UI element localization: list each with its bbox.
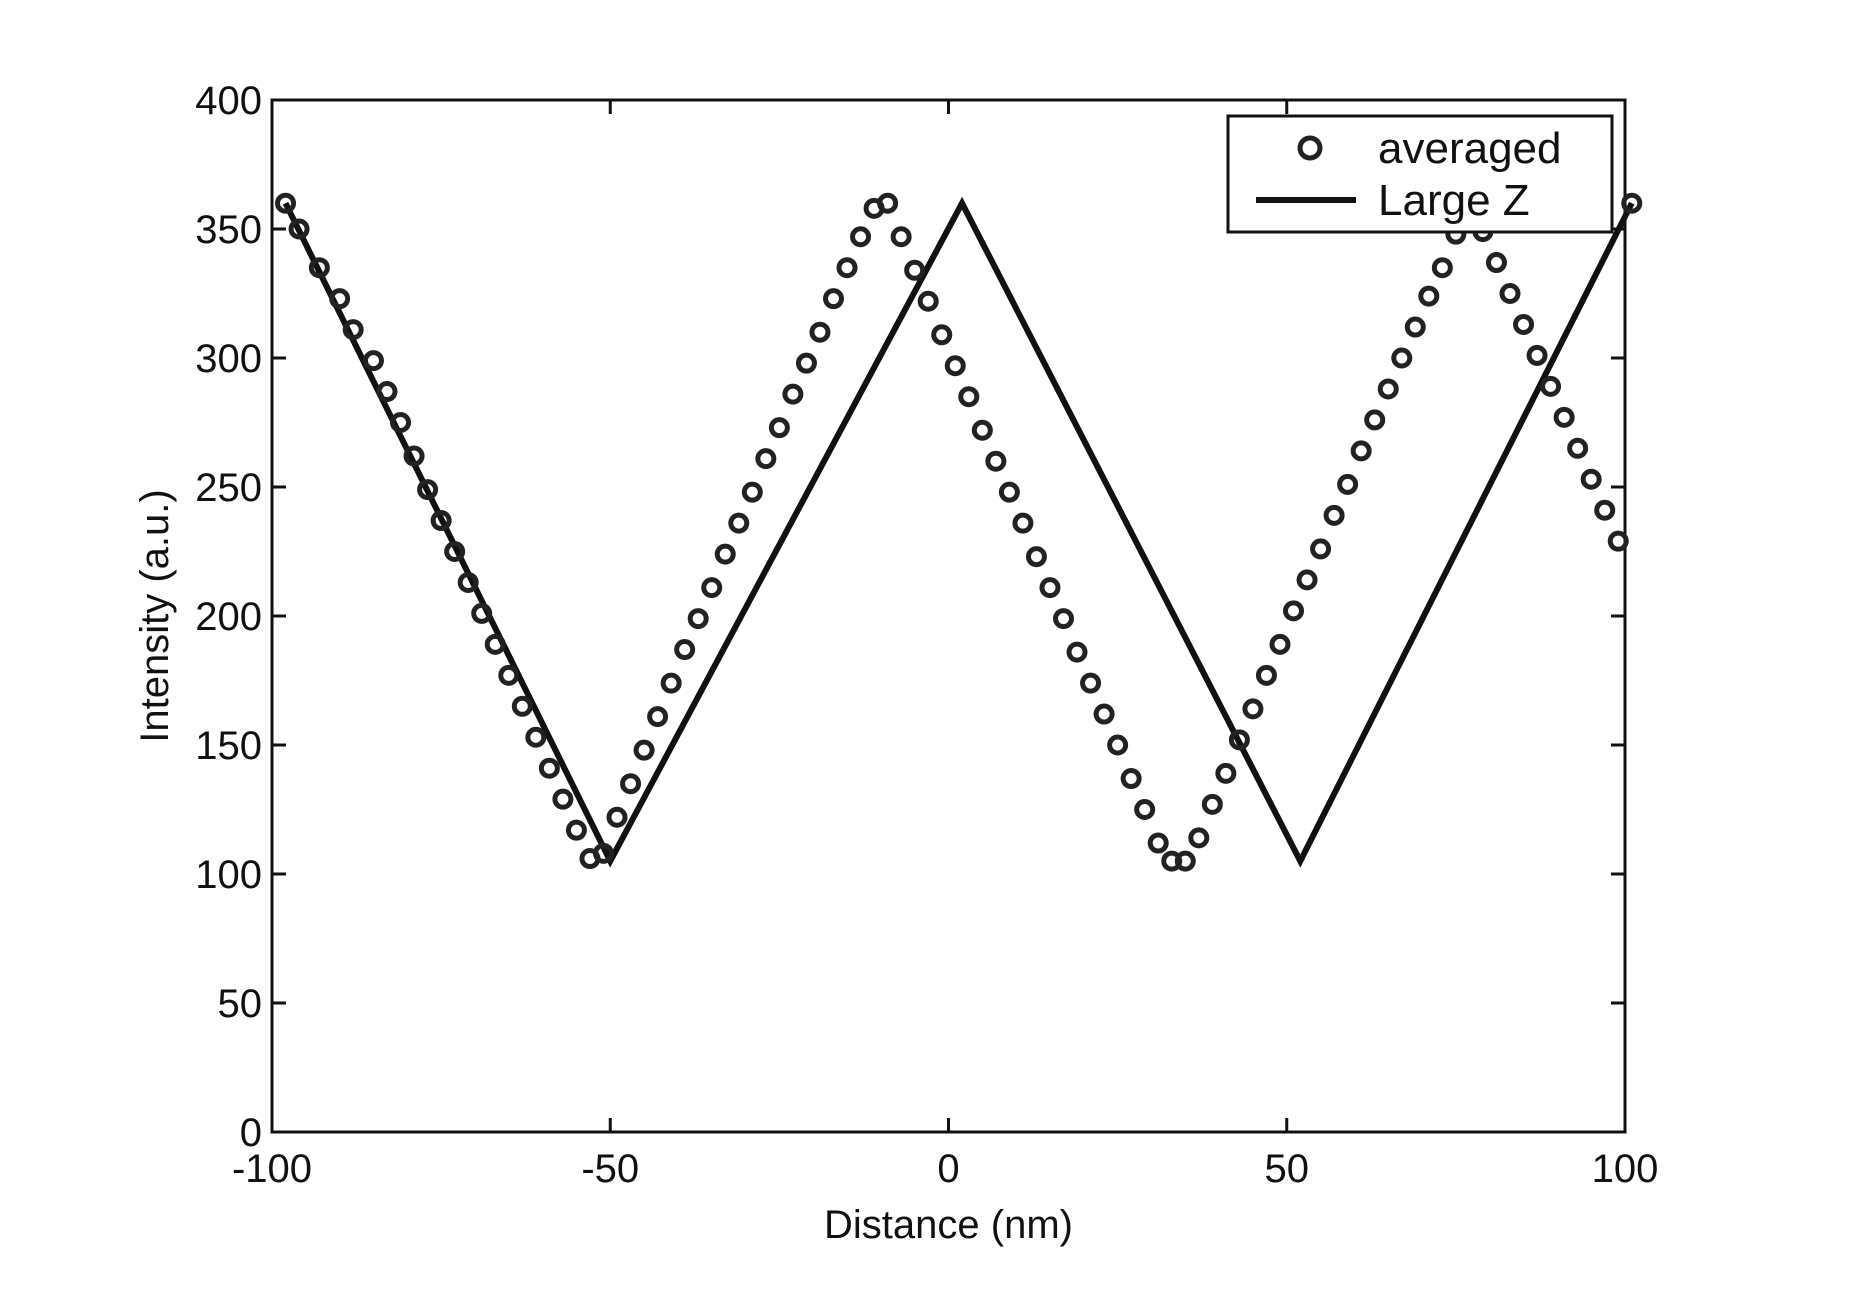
y-tick-label: 150 (195, 724, 262, 768)
y-tick-label: 200 (195, 595, 262, 639)
y-axis-title: Intensity (a.u.) (133, 489, 177, 742)
x-tick-label: 0 (937, 1147, 959, 1191)
y-tick-label: 400 (195, 79, 262, 123)
x-axis-title: Distance (nm) (824, 1203, 1073, 1247)
x-tick-label: 50 (1265, 1147, 1310, 1191)
legend: averaged Large Z (1228, 116, 1612, 232)
y-tick-label: 50 (218, 982, 263, 1026)
x-tick-label: 100 (1592, 1147, 1659, 1191)
x-tick-label: -50 (581, 1147, 639, 1191)
y-tick-label: 250 (195, 466, 262, 510)
y-tick-label: 100 (195, 853, 262, 897)
legend-label-averaged: averaged (1378, 124, 1561, 173)
y-tick-label: 0 (240, 1111, 262, 1155)
legend-label-large-z: Large Z (1378, 176, 1530, 225)
y-tick-label: 300 (195, 337, 262, 381)
y-tick-label: 350 (195, 208, 262, 252)
